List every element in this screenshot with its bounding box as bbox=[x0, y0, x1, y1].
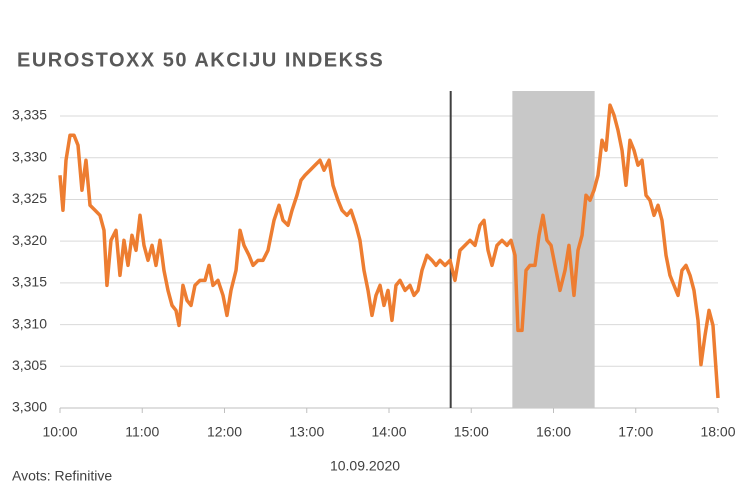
x-tick-label: 11:00 bbox=[125, 424, 159, 440]
x-tick-label: 12:00 bbox=[207, 424, 242, 440]
x-tick-label: 13:00 bbox=[289, 424, 324, 440]
source: Avots: Refinitive bbox=[12, 468, 112, 484]
x-tick-label: 17:00 bbox=[618, 424, 653, 440]
y-tick-label: 3,315 bbox=[12, 274, 47, 290]
x-tick-label: 14:00 bbox=[371, 424, 406, 440]
y-tick-label: 3,330 bbox=[12, 148, 47, 164]
y-tick-label: 3,310 bbox=[12, 315, 47, 331]
x-tick-label: 15:00 bbox=[454, 424, 489, 440]
x-tick-label: 16:00 bbox=[536, 424, 571, 440]
chart-title: EUROSTOXX 50 AKCIJU INDEKSS bbox=[17, 49, 384, 71]
y-tick-label: 3,325 bbox=[12, 190, 47, 206]
y-tick-label: 3,305 bbox=[12, 357, 47, 373]
price-line bbox=[58, 103, 720, 399]
y-tick-label: 3,335 bbox=[12, 107, 47, 123]
y-tick-label: 3,320 bbox=[12, 232, 47, 248]
date-label: 10.09.2020 bbox=[330, 458, 400, 474]
x-tick-label: 18:00 bbox=[700, 424, 735, 440]
y-tick-label: 3,300 bbox=[12, 399, 47, 415]
x-tick-label: 10:00 bbox=[42, 424, 77, 440]
